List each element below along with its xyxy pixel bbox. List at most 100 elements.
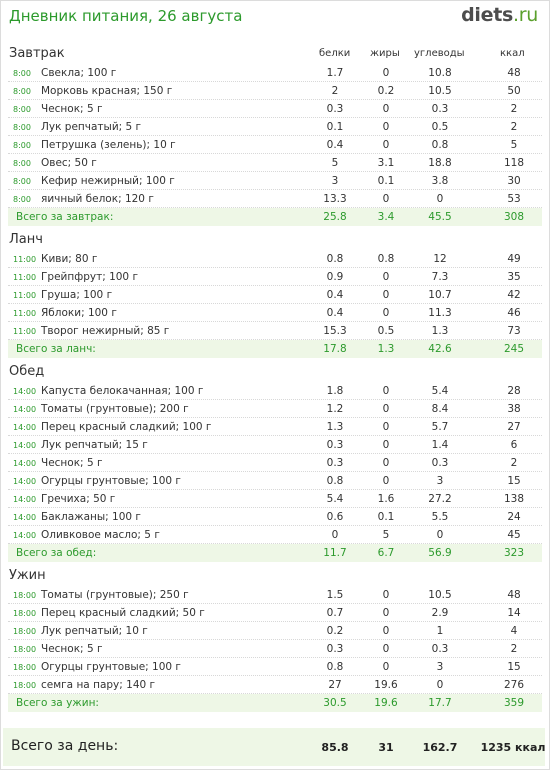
kcal-value: 38 [507, 403, 521, 415]
protein-value: 0.8 [326, 661, 344, 673]
day-total-fat: 31 [378, 741, 394, 754]
carbs-value: 5.4 [431, 385, 449, 397]
carbs-value: 0 [436, 679, 444, 691]
carbs-value: 8.4 [431, 403, 449, 415]
meal-time: 8:00 [13, 177, 31, 186]
food-row: 14:00 Чеснок; 5 г 0.3 0 0.3 2 [0, 454, 550, 472]
food-name[interactable]: Овес; 50 г [41, 157, 97, 169]
food-name[interactable]: Огурцы грунтовые; 100 г [41, 475, 181, 487]
meal-time: 14:00 [13, 513, 37, 522]
fat-value: 3.1 [377, 157, 395, 169]
meal-time: 11:00 [13, 291, 37, 300]
total-kcal: 359 [503, 697, 525, 709]
food-row: 14:00 Лук репчатый; 15 г 0.3 0 1.4 6 [0, 436, 550, 454]
food-name[interactable]: Баклажаны; 100 г [41, 511, 141, 523]
food-name[interactable]: Огурцы грунтовые; 100 г [41, 661, 181, 673]
food-name[interactable]: Лук репчатый; 5 г [41, 121, 142, 133]
food-row: 14:00 Оливковое масло; 5 г 0 5 0 45 [0, 526, 550, 544]
carbs-value: 3.8 [431, 175, 449, 187]
food-name[interactable]: Творог нежирный; 85 г [41, 325, 170, 337]
food-name[interactable]: Яблоки; 100 г [41, 307, 117, 319]
meal-time: 8:00 [13, 123, 31, 132]
food-row: 18:00 Лук репчатый; 10 г 0.2 0 1 4 [0, 622, 550, 640]
kcal-value: 27 [507, 421, 521, 433]
carbs-value: 7.3 [431, 271, 449, 283]
food-name[interactable]: яичный белок; 120 г [41, 193, 154, 205]
total-fat: 3.4 [377, 211, 395, 223]
food-row: 18:00 Перец красный сладкий; 50 г 0.7 0 2.9 1… [0, 604, 550, 622]
food-name[interactable]: Морковь красная; 150 г [41, 85, 173, 97]
food-row: 8:00 Петрушка (зелень); 10 г 0.4 0 0.8 5 [0, 136, 550, 154]
section-total-row: Всего за ужин: 30.5 19.6 17.7 359 [8, 694, 542, 712]
food-name[interactable]: Кефир нежирный; 100 г [41, 175, 175, 187]
site-logo[interactable]: diets.ru [461, 4, 538, 26]
kcal-value: 118 [503, 157, 525, 169]
meal-time: 11:00 [13, 327, 37, 336]
food-name[interactable]: Лук репчатый; 10 г [41, 625, 148, 637]
food-name[interactable]: Грейпфрут; 100 г [41, 271, 138, 283]
fat-value: 0.8 [377, 253, 395, 265]
food-name[interactable]: Капуста белокачанная; 100 г [41, 385, 204, 397]
section-title: Ужин [9, 568, 46, 583]
food-name[interactable]: Лук репчатый; 15 г [41, 439, 148, 451]
kcal-value: 14 [507, 607, 521, 619]
meal-time: 18:00 [13, 645, 37, 654]
food-name[interactable]: Перец красный сладкий; 50 г [41, 607, 205, 619]
total-protein: 11.7 [323, 547, 347, 559]
food-row: 11:00 Яблоки; 100 г 0.4 0 11.3 46 [0, 304, 550, 322]
food-name[interactable]: Чеснок; 5 г [41, 103, 103, 115]
food-name[interactable]: семга на пару; 140 г [41, 679, 156, 691]
protein-value: 2 [331, 85, 339, 97]
kcal-value: 276 [503, 679, 525, 691]
logo-name: diets [461, 4, 513, 26]
protein-value: 0.3 [326, 103, 344, 115]
kcal-value: 6 [510, 439, 518, 451]
kcal-value: 4 [510, 625, 518, 637]
fat-value: 0.2 [377, 85, 395, 97]
food-name[interactable]: Киви; 80 г [41, 253, 98, 265]
carbs-value: 0 [436, 529, 444, 541]
meal-time: 14:00 [13, 459, 37, 468]
food-name[interactable]: Томаты (грунтовые); 250 г [41, 589, 189, 601]
fat-value: 0.1 [377, 511, 395, 523]
protein-value: 0.3 [326, 457, 344, 469]
carbs-value: 18.8 [428, 157, 452, 169]
fat-value: 0 [382, 439, 390, 451]
fat-value: 0 [382, 457, 390, 469]
section-header: Ланч [0, 230, 550, 250]
food-name[interactable]: Томаты (грунтовые); 200 г [41, 403, 189, 415]
kcal-value: 42 [507, 289, 521, 301]
food-name[interactable]: Оливковое масло; 5 г [41, 529, 160, 541]
col-fat-header: жиры [370, 48, 400, 59]
total-protein: 30.5 [323, 697, 347, 709]
food-name[interactable]: Гречиха; 50 г [41, 493, 116, 505]
fat-value: 0 [382, 661, 390, 673]
fat-value: 0 [382, 643, 390, 655]
kcal-value: 35 [507, 271, 521, 283]
food-row: 8:00 Свекла; 100 г 1.7 0 10.8 48 [0, 64, 550, 82]
food-name[interactable]: Петрушка (зелень); 10 г [41, 139, 176, 151]
fat-value: 0 [382, 385, 390, 397]
kcal-value: 138 [503, 493, 525, 505]
food-name[interactable]: Свекла; 100 г [41, 67, 117, 79]
food-row: 18:00 Томаты (грунтовые); 250 г 1.5 0 10.5 48 [0, 586, 550, 604]
protein-value: 0 [331, 529, 339, 541]
protein-value: 0.3 [326, 643, 344, 655]
meal-time: 8:00 [13, 195, 31, 204]
fat-value: 19.6 [374, 679, 398, 691]
protein-value: 1.8 [326, 385, 344, 397]
food-name[interactable]: Чеснок; 5 г [41, 457, 103, 469]
day-total-protein: 85.8 [321, 741, 349, 754]
food-name[interactable]: Груша; 100 г [41, 289, 113, 301]
fat-value: 0 [382, 625, 390, 637]
food-name[interactable]: Чеснок; 5 г [41, 643, 103, 655]
meal-time: 8:00 [13, 159, 31, 168]
day-total-kcal: 1235 ккал [480, 741, 546, 754]
section-header: Ужин [0, 566, 550, 586]
header: Дневник питания, 26 августа diets.ru [0, 0, 550, 36]
food-name[interactable]: Перец красный сладкий; 100 г [41, 421, 212, 433]
section-title: Завтрак [9, 46, 65, 61]
meal-time: 14:00 [13, 387, 37, 396]
fat-value: 0.5 [377, 325, 395, 337]
total-carbs: 42.6 [428, 343, 452, 355]
